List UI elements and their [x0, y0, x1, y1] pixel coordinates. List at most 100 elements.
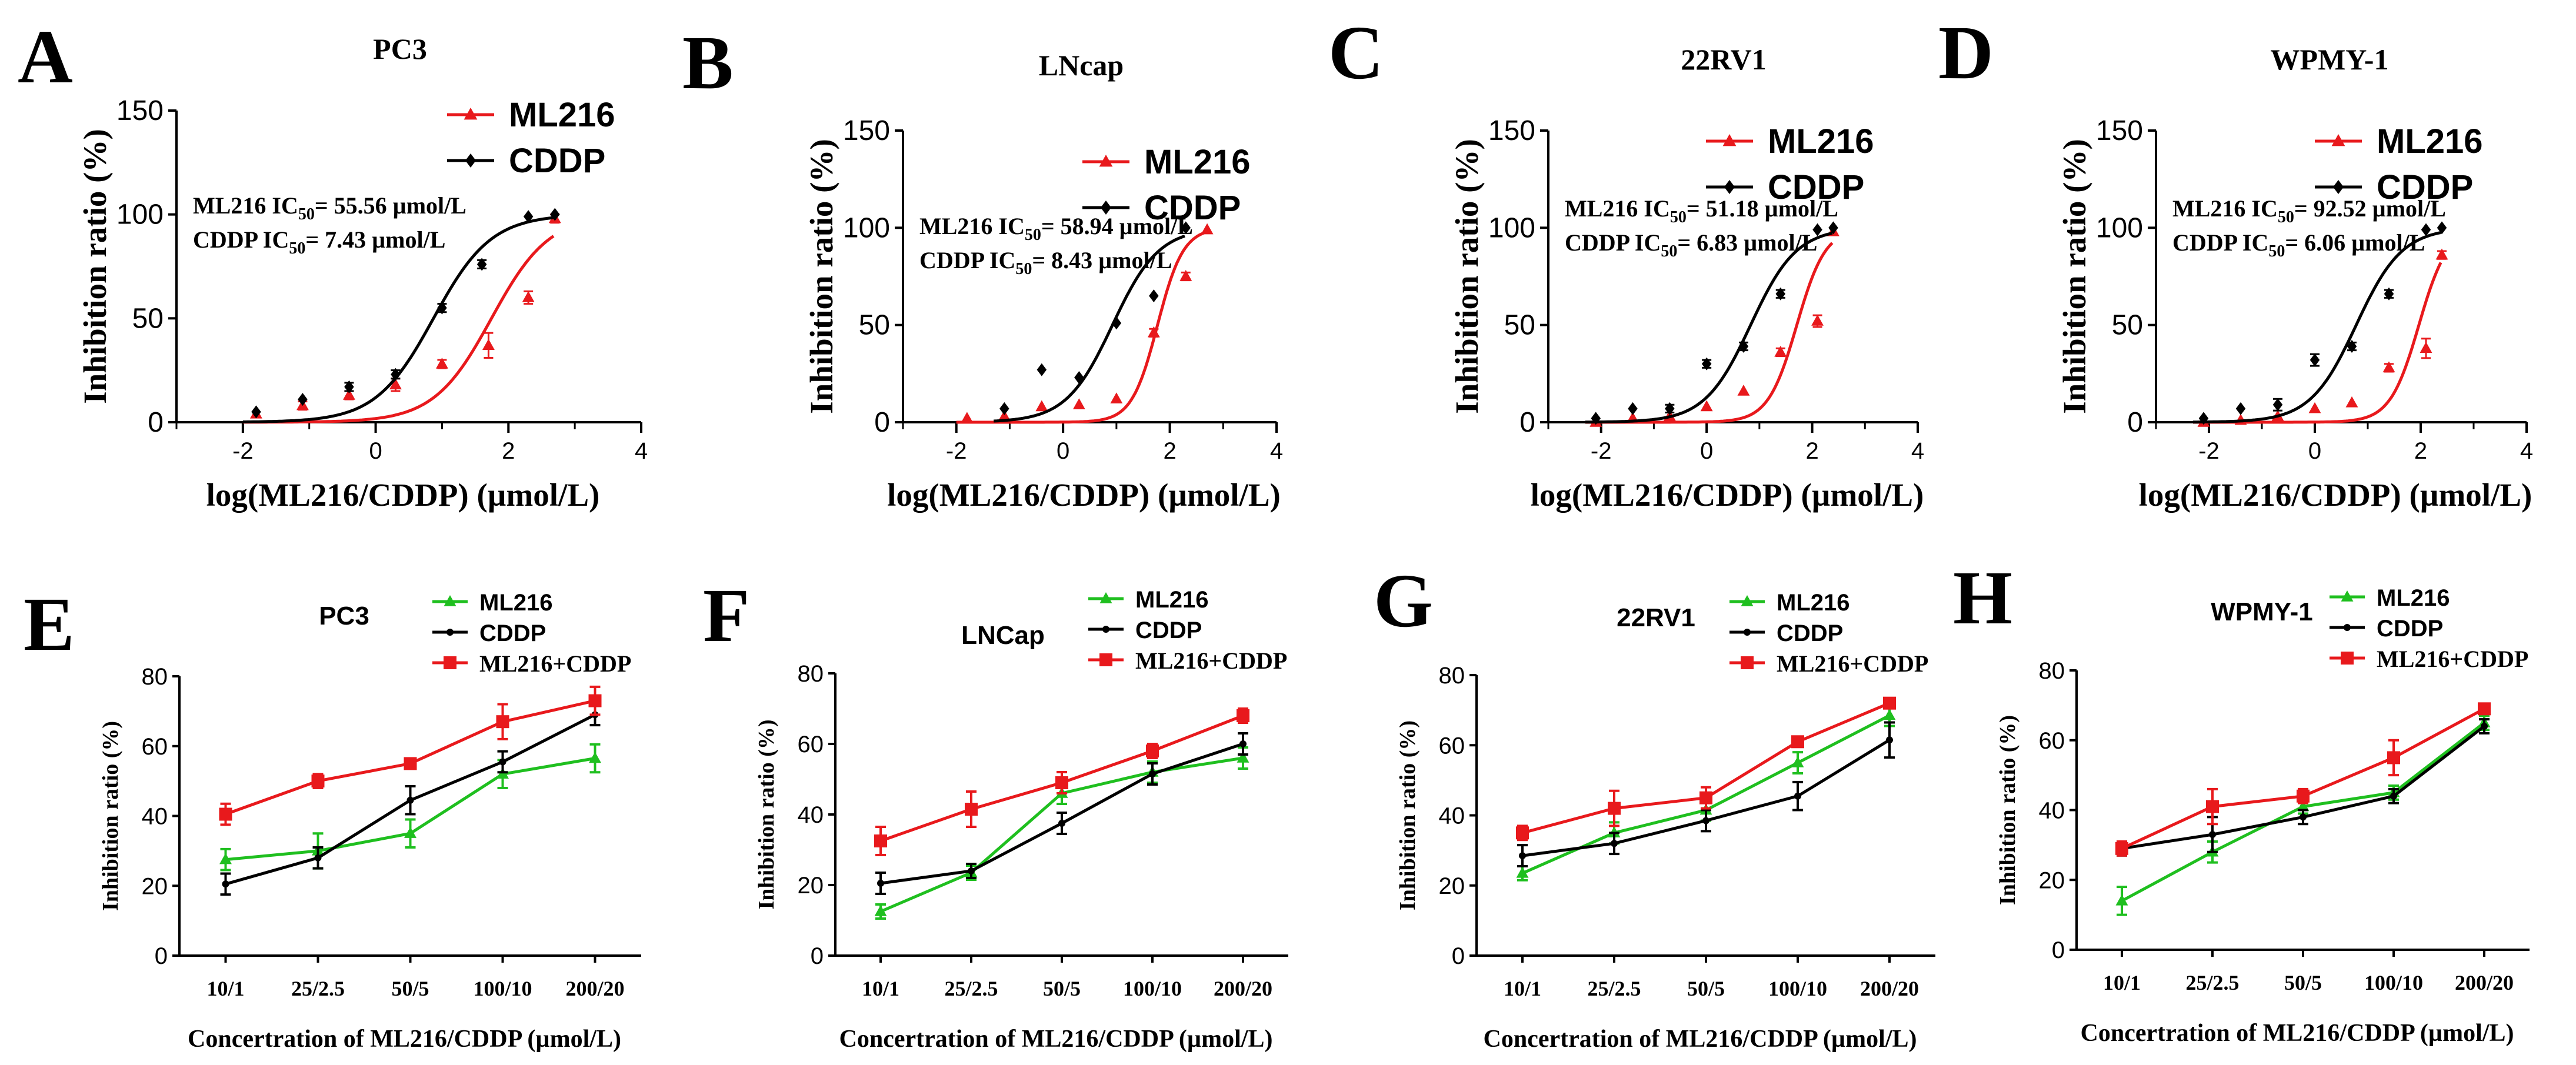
panel-g-legend-label: ML216+CDDP [1777, 650, 1928, 677]
panel-b-x-tick-label: -2 [946, 438, 967, 464]
panel-b-legend-label: ML216 [1144, 143, 1251, 181]
panel-a-letter: A [18, 15, 73, 99]
panel-b-point-cddp [999, 402, 1009, 415]
panel-h-line-1 [2121, 725, 2485, 850]
panel-b-point-ml216 [961, 412, 974, 423]
panel-g-y-tick-label: 0 [1452, 943, 1465, 969]
panel-h-point-2 [2387, 751, 2400, 764]
panel-g-point-1 [1702, 817, 1709, 824]
panel-f-y-tick-label: 40 [798, 802, 824, 828]
panel-d-point-ml216 [2435, 248, 2448, 260]
panel-c-letter: C [1328, 11, 1384, 95]
panel-h-y-tick-label: 0 [2052, 937, 2065, 963]
panel-b-y-label: Inhibition ratio (%) [804, 139, 839, 414]
panel-b-ic50-cddp: CDDP IC50= 8.43 µmol/L [919, 247, 1172, 278]
panel-f-point-0 [874, 905, 887, 916]
panel-c-title: 22RV1 [1681, 43, 1766, 76]
panel-c-point-ml216 [1811, 315, 1824, 326]
panel-a-y-tick-label: 100 [116, 199, 164, 231]
panel-g-x-tick-label: 10/1 [1504, 977, 1541, 1000]
panel-h-x-tick-label: 200/20 [2455, 971, 2514, 994]
panel-b-title: LNcap [1039, 49, 1124, 82]
panel-g-legend-marker [1741, 595, 1754, 606]
panel-a-point-cddp [437, 301, 447, 315]
panel-c-point-cddp [1738, 340, 1749, 353]
panel-g-point-1 [1611, 840, 1618, 847]
panel-b-x-tick-label: 4 [1270, 438, 1283, 464]
panel-h-legend-marker [2344, 624, 2351, 631]
panel-d-y-tick-label: 50 [2112, 310, 2143, 341]
panel-b-x-tick-label: 0 [1057, 438, 1069, 464]
panel-f-legend-marker [1099, 653, 1112, 666]
panel-g-x-tick-label: 100/10 [1768, 977, 1827, 1000]
panel-d-point-ml216 [2420, 342, 2432, 353]
panel-f-point-2 [1146, 745, 1159, 757]
panel-h-x-tick-label: 100/10 [2364, 971, 2423, 994]
panel-d-point-cddp [2347, 340, 2357, 353]
panel-g-letter: G [1374, 559, 1433, 643]
panel-f-x-tick-label: 50/5 [1043, 977, 1081, 1000]
panel-g-y-tick-label: 60 [1439, 733, 1465, 759]
panel-g-point-2 [1883, 696, 1896, 710]
panel-f-legend-marker [1099, 592, 1112, 603]
panel-f-point-2 [1055, 776, 1068, 789]
panel-e-point-2 [496, 715, 509, 729]
panel-a-y-tick-label: 0 [148, 407, 164, 438]
panel-h-x-label: Concertration of ML216/CDDP (µmol/L) [2081, 1020, 2514, 1047]
panel-g-point-2 [1608, 802, 1621, 815]
panel-a-point-cddp [251, 405, 261, 419]
panel-f-legend-label: ML216+CDDP [1135, 647, 1287, 674]
panel-f-legend-label: CDDP [1135, 617, 1202, 643]
panel-f-y-tick-label: 20 [798, 873, 824, 899]
panel-e-title: PC3 [319, 602, 369, 630]
panel-g-y-tick-label: 80 [1439, 663, 1465, 689]
panel-a-legend-marker [464, 108, 478, 120]
panel-d-legend-marker [2333, 180, 2344, 194]
panel-b-y-tick-label: 100 [843, 212, 890, 243]
panel-c-point-cddp [1828, 221, 1838, 235]
panel-e-x-tick-label: 10/1 [206, 977, 244, 1000]
panel-d-y-tick-label: 150 [2096, 115, 2143, 146]
panel-d-point-cddp [2310, 353, 2320, 367]
panel-e-point-2 [588, 694, 602, 707]
panel-d-point-ml216 [2382, 361, 2395, 373]
panel-b-legend-marker [1099, 155, 1113, 167]
panel-a-x-tick-label: 0 [369, 438, 382, 464]
panel-b-y-tick-label: 0 [874, 407, 890, 438]
panel-b-point-ml216 [998, 410, 1011, 421]
panel-e-x-tick-label: 25/2.5 [291, 977, 345, 1000]
panel-b-fit-cddp [994, 234, 1185, 423]
panel-a-point-cddp [344, 380, 354, 393]
panel-f-legend-label: ML216 [1135, 587, 1209, 613]
panel-h-x-tick-label: 10/1 [2103, 971, 2141, 994]
panel-c-x-tick-label: 0 [1700, 438, 1713, 464]
panel-a-point-cddp [298, 393, 308, 406]
panel-e-y-tick-label: 60 [142, 734, 168, 760]
panel-c-x-tick-label: -2 [1591, 438, 1612, 464]
panel-e-point-0 [219, 853, 232, 864]
panel-d-y-tick-label: 0 [2127, 407, 2143, 438]
panel-a-x-tick-label: 2 [502, 438, 515, 464]
panel-h-y-label: Inhibition ratio (%) [1995, 715, 2020, 905]
panel-h-legend-label: ML216 [2377, 585, 2450, 611]
panel-e-point-1 [499, 758, 506, 766]
panel-f-point-2 [874, 834, 887, 847]
panel-g-x-label: Concertration of ML216/CDDP (µmol/L) [1484, 1026, 1917, 1053]
panel-d-ic50-cddp: CDDP IC50= 6.06 µmol/L [2172, 229, 2425, 261]
panel-c-point-cddp [1701, 357, 1712, 370]
panel-a-point-ml216 [342, 389, 355, 400]
panel-e-y-tick-label: 80 [142, 664, 168, 690]
panel-a-point-ml216 [389, 378, 402, 390]
panel-f-point-1 [1149, 770, 1156, 777]
panel-c-y-tick-label: 100 [1488, 212, 1535, 243]
panel-b-point-ml216 [1035, 400, 1048, 412]
panel-a-title: PC3 [373, 32, 427, 65]
panel-d-point-cddp [2384, 287, 2394, 301]
panel-f-x-tick-label: 25/2.5 [944, 977, 998, 1000]
panel-a-fit-ml216 [242, 235, 555, 424]
panel-e-x-tick-label: 100/10 [473, 977, 532, 1000]
panel-c-x-tick-label: 4 [1911, 438, 1924, 464]
panel-c-legend-label: CDDP [1768, 168, 1864, 206]
panel-g-x-tick-label: 25/2.5 [1587, 977, 1641, 1000]
panel-c-legend-marker [1724, 180, 1735, 194]
